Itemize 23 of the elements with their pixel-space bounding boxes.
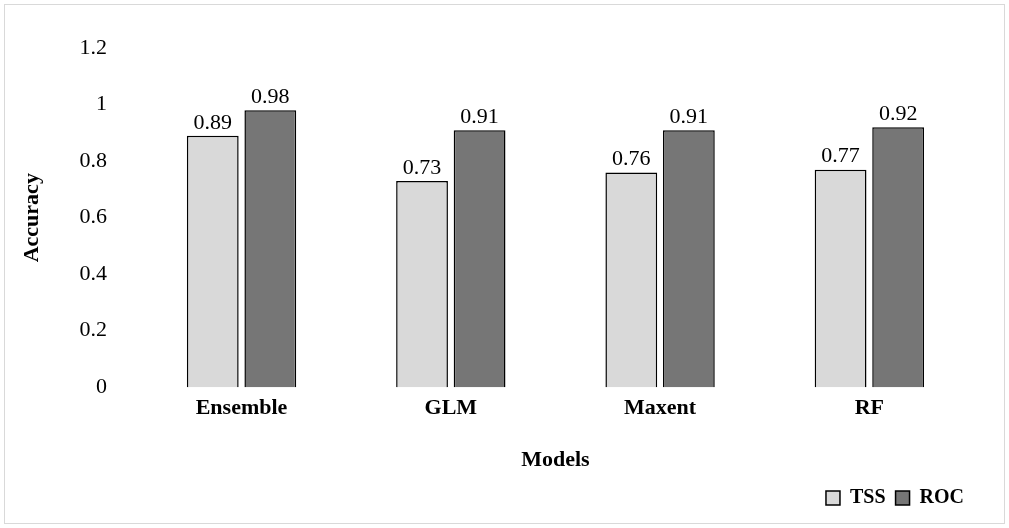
- x-tick-label: GLM: [424, 394, 478, 420]
- data-label: 0.92: [878, 100, 918, 126]
- data-label: 0.89: [193, 108, 233, 134]
- legend-label: TSS: [849, 485, 886, 508]
- y-tick-label: 1.2: [79, 33, 107, 59]
- x-tick-label: Maxent: [624, 394, 697, 420]
- y-axis-title: Accuracy: [17, 173, 43, 263]
- y-tick-label: 0.2: [79, 316, 107, 342]
- y-tick-label: 0.8: [79, 146, 107, 172]
- data-label: 0.77: [821, 142, 860, 168]
- data-label: 0.91: [669, 102, 709, 128]
- x-tick-label: Ensemble: [195, 394, 288, 420]
- x-axis-title: Models: [521, 446, 591, 472]
- data-label: 0.76: [612, 145, 651, 171]
- data-label: 0.73: [402, 153, 442, 179]
- legend-label: ROC: [919, 485, 965, 508]
- y-tick-label: 0.4: [79, 259, 107, 285]
- y-tick-label: 0: [95, 372, 107, 398]
- data-label: 0.91: [460, 102, 499, 128]
- y-tick-label: 1: [95, 90, 107, 116]
- x-tick-label: RF: [854, 394, 885, 420]
- data-label: 0.98: [251, 83, 290, 109]
- y-tick-label: 0.6: [79, 203, 107, 229]
